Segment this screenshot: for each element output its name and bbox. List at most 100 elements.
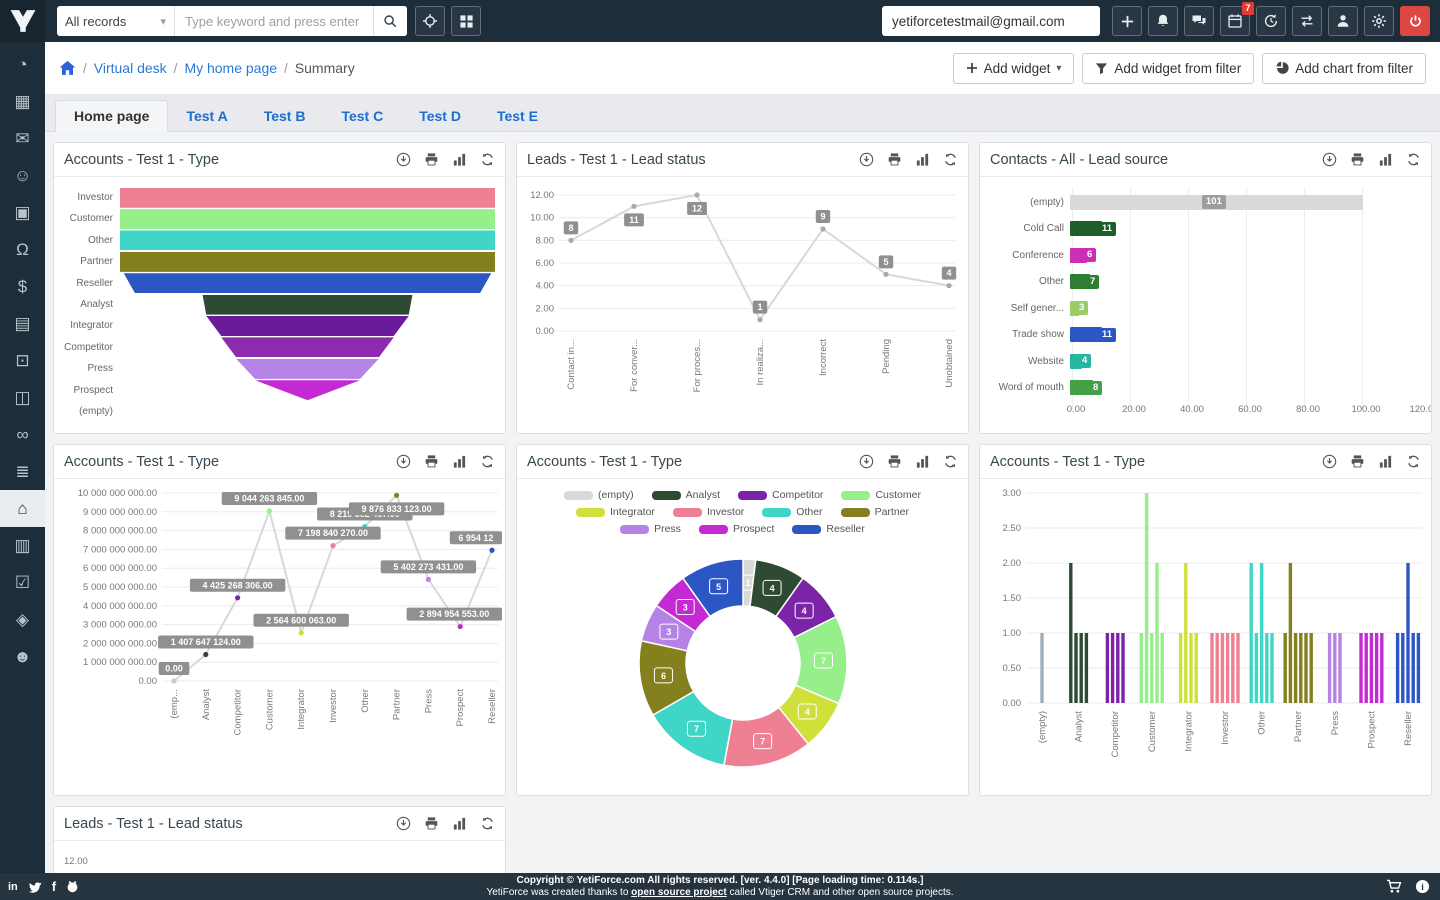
chart-bars-icon[interactable] [1378,454,1393,469]
add-widget-button[interactable]: Add widget ▾ [952,52,1075,84]
download-icon[interactable] [396,816,411,831]
switch-user-button[interactable] [1292,6,1322,36]
sidebar-item-contacts[interactable]: ◫ [0,379,45,416]
info-icon[interactable]: i [1415,879,1430,894]
app-grid-button[interactable] [451,6,481,36]
sidebar-item-approvals[interactable]: ☑ [0,564,45,601]
add-widget-from-filter-button[interactable]: Add widget from filter [1082,52,1255,84]
records-filter-select[interactable]: All records ▾ [57,6,175,36]
cart-icon[interactable] [1386,879,1403,894]
search-button[interactable] [373,6,407,36]
refresh-icon[interactable] [480,454,495,469]
legend-item[interactable]: Investor [672,506,744,518]
legend-item[interactable]: Competitor [738,489,823,501]
tab-test-b[interactable]: Test B [263,108,306,124]
sidebar-item-database[interactable]: ≣ [0,453,45,490]
breadcrumb-my-home-page[interactable]: My home page [184,60,278,76]
sidebar-item-finance[interactable]: $ [0,268,45,305]
transfer-arrows-icon [1301,15,1313,27]
sidebar-item-email[interactable]: ✉ [0,120,45,157]
email-input[interactable] [882,6,1100,36]
refresh-icon[interactable] [943,454,958,469]
record-locator-button[interactable] [415,6,445,36]
sidebar-item-storage[interactable]: ▤ [0,305,45,342]
download-icon[interactable] [396,152,411,167]
svg-text:12: 12 [692,204,702,214]
sidebar-item-home[interactable]: ⌂ [0,490,45,527]
chart-bars-icon[interactable] [915,152,930,167]
chart-bars-icon[interactable] [452,152,467,167]
download-icon[interactable] [859,152,874,167]
sidebar-item-partners[interactable]: ∞ [0,416,45,453]
twitter-icon[interactable] [28,881,42,893]
legend-item[interactable]: Customer [841,489,921,501]
tab-home-page[interactable]: Home page [55,100,169,132]
funnel-chart: Investor Customer Other Partner Reseller Anal… [54,177,505,433]
download-icon[interactable] [1322,152,1337,167]
tab-test-e[interactable]: Test E [496,108,538,124]
refresh-icon[interactable] [943,152,958,167]
print-icon[interactable] [424,816,439,831]
refresh-icon[interactable] [480,816,495,831]
tab-test-c[interactable]: Test C [341,108,384,124]
breadcrumb: / Virtual desk / My home page / Summary … [45,42,1440,94]
breadcrumb-virtual-desk[interactable]: Virtual desk [93,60,167,76]
history-button[interactable] [1256,6,1286,36]
funnel-row: (empty) [79,405,113,417]
github-icon[interactable] [66,880,79,893]
calendar-button[interactable]: 7 [1220,2,1254,36]
sidebar-item-projects[interactable]: ▣ [0,194,45,231]
download-icon[interactable] [396,454,411,469]
home-icon[interactable] [59,60,76,76]
linkedin-icon[interactable]: in [8,880,18,893]
sidebar-item-companies[interactable]: ▦ [0,83,45,120]
tab-test-d[interactable]: Test D [419,108,461,124]
download-icon[interactable] [859,454,874,469]
legend-item[interactable]: Press [620,523,681,535]
open-source-link[interactable]: open source project [631,886,727,898]
print-icon[interactable] [887,454,902,469]
chart-bars-icon[interactable] [452,454,467,469]
chart-bars-icon[interactable] [1378,152,1393,167]
sidebar-item-helpdesk[interactable]: Ω [0,231,45,268]
logout-button[interactable] [1400,6,1430,36]
sidebar-item-dashboard[interactable]: ◔ [0,46,45,83]
print-icon[interactable] [1350,152,1365,167]
chart-bars-icon[interactable] [915,454,930,469]
hbar-row: Cold Call 11 [984,216,1421,243]
print-icon[interactable] [1350,454,1365,469]
notifications-button[interactable] [1148,6,1178,36]
user-button[interactable] [1328,6,1358,36]
legend-item[interactable]: (empty) [564,489,634,501]
sidebar-item-support[interactable]: ☺ [0,157,45,194]
yetiforce-logo[interactable] [0,0,45,42]
refresh-icon[interactable] [1406,454,1421,469]
add-chart-from-filter-button[interactable]: Add chart from filter [1262,52,1426,84]
legend-item[interactable]: Other [762,506,823,518]
legend-item[interactable]: Reseller [792,523,865,535]
settings-button[interactable] [1364,6,1394,36]
sidebar-item-organization[interactable]: ▥ [0,527,45,564]
legend-item[interactable]: Analyst [651,489,720,501]
download-icon[interactable] [1322,454,1337,469]
legend-item[interactable]: Prospect [698,523,774,535]
sidebar-item-products[interactable]: ◈ [0,601,45,638]
refresh-icon[interactable] [1406,152,1421,167]
chart-bars-icon[interactable] [452,816,467,831]
messages-button[interactable] [1184,6,1214,36]
funnel-row: Other [56,230,503,251]
quick-create-button[interactable] [1112,6,1142,36]
global-search-input[interactable] [175,6,373,36]
legend-item[interactable]: Partner [840,506,909,518]
legend-item[interactable]: Integrator [575,506,655,518]
svg-text:1.00: 1.00 [1003,628,1022,639]
print-icon[interactable] [424,152,439,167]
tab-test-a[interactable]: Test A [186,108,228,124]
print-icon[interactable] [424,454,439,469]
refresh-icon[interactable] [480,152,495,167]
sidebar-item-security[interactable]: ⊡ [0,342,45,379]
line-chart: 0.00 2.00 4.00 6.00 8.00 10.00 12.00 8 11 12 1 9 5 4 C… [517,177,968,433]
facebook-icon[interactable]: f [51,879,57,894]
sidebar-item-profile[interactable]: ☻ [0,638,45,675]
print-icon[interactable] [887,152,902,167]
